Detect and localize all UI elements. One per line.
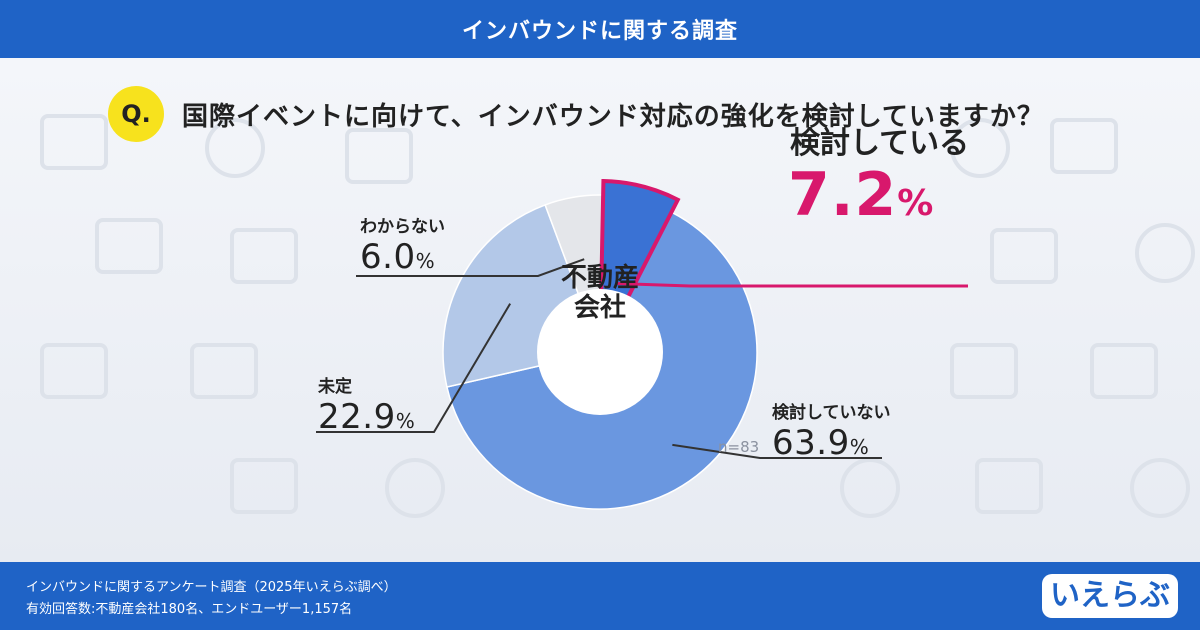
footer-respondents: 有効回答数:不動産会社180名、エンドユーザー1,157名 bbox=[26, 602, 353, 617]
pie-center-hole bbox=[537, 289, 663, 415]
slice-value-unknown-unit: % bbox=[415, 249, 436, 273]
question-row: Q. 国際イベントに向けて、インバウンド対応の強化を検討していますか？ bbox=[108, 86, 1044, 142]
center-label-line-2: 会社 bbox=[573, 293, 626, 323]
bg-card2-icon bbox=[990, 228, 1058, 284]
bg-bulb-icon bbox=[385, 458, 445, 518]
header-title: インバウンドに関する調査 bbox=[461, 19, 738, 44]
slice-label-group-not-considering: 検討していない 63.9% bbox=[772, 398, 891, 463]
bg-map-icon bbox=[1090, 343, 1158, 399]
leader-line-unknown bbox=[356, 258, 585, 277]
slice-label-unknown: わからない bbox=[360, 217, 445, 237]
logo-text: いえらぶ bbox=[1042, 574, 1178, 618]
bg-book-icon bbox=[230, 458, 298, 514]
sample-size-note: n=83 bbox=[718, 438, 760, 456]
bg-video2-icon bbox=[950, 343, 1018, 399]
slice-value-unknown-number: 6.0 bbox=[360, 237, 416, 277]
ielove-logo: いえらぶ bbox=[1042, 574, 1178, 618]
bg-bulb2-icon bbox=[1130, 458, 1190, 518]
bg-card-icon bbox=[230, 228, 298, 284]
leader-line-not-considering bbox=[672, 443, 882, 459]
footer-bar: インバウンドに関するアンケート調査（2025年いえらぶ調べ） 有効回答数:不動産… bbox=[0, 562, 1200, 630]
bg-laptop-icon bbox=[40, 343, 108, 399]
header-bar: インバウンドに関する調査 bbox=[0, 0, 1200, 58]
pie-center-label: 不動産 会社 bbox=[545, 263, 655, 323]
slice-label-not-considering: 検討していない bbox=[772, 403, 891, 423]
slice-value-unknown: 6.0% bbox=[360, 237, 445, 277]
slice-value-not-considering-number: 63.9 bbox=[772, 423, 850, 463]
bg-globe-icon bbox=[205, 118, 265, 178]
slice-value-considering-number: 7.2 bbox=[788, 160, 898, 230]
slice-label-undecided: 未定 bbox=[318, 377, 352, 397]
bg-globe2-icon bbox=[950, 118, 1010, 178]
slice-label-considering: 検討している bbox=[790, 126, 970, 161]
bg-browser-icon bbox=[1050, 118, 1118, 174]
bg-building-icon bbox=[345, 128, 413, 184]
slice-value-not-considering: 63.9% bbox=[772, 423, 891, 463]
slice-value-undecided-number: 22.9 bbox=[318, 397, 396, 437]
slice-label-group-undecided: 未定 22.9% bbox=[318, 372, 415, 437]
slice-label-group-unknown: わからない 6.0% bbox=[360, 212, 445, 277]
bg-book2-icon bbox=[975, 458, 1043, 514]
leader-line-undecided bbox=[316, 303, 512, 433]
slice-value-not-considering-unit: % bbox=[849, 435, 870, 459]
center-label-line-1: 不動産 bbox=[560, 263, 639, 293]
slice-value-considering: 7.2% bbox=[788, 160, 934, 230]
bg-database-icon bbox=[1135, 223, 1195, 283]
footer-survey-title: インバウンドに関するアンケート調査（2025年いえらぶ調べ） bbox=[26, 580, 397, 595]
bg-handshake-icon bbox=[40, 114, 108, 170]
question-badge: Q. bbox=[108, 86, 164, 142]
bg-video-icon bbox=[190, 343, 258, 399]
question-text: 国際イベントに向けて、インバウンド対応の強化を検討していますか？ bbox=[182, 101, 1044, 132]
leader-line-considering bbox=[617, 281, 968, 288]
bg-picture-icon bbox=[95, 218, 163, 274]
slice-value-considering-unit: % bbox=[897, 183, 935, 224]
slice-value-undecided: 22.9% bbox=[318, 397, 415, 437]
bg-target-icon bbox=[840, 458, 900, 518]
slice-value-undecided-unit: % bbox=[395, 409, 416, 433]
